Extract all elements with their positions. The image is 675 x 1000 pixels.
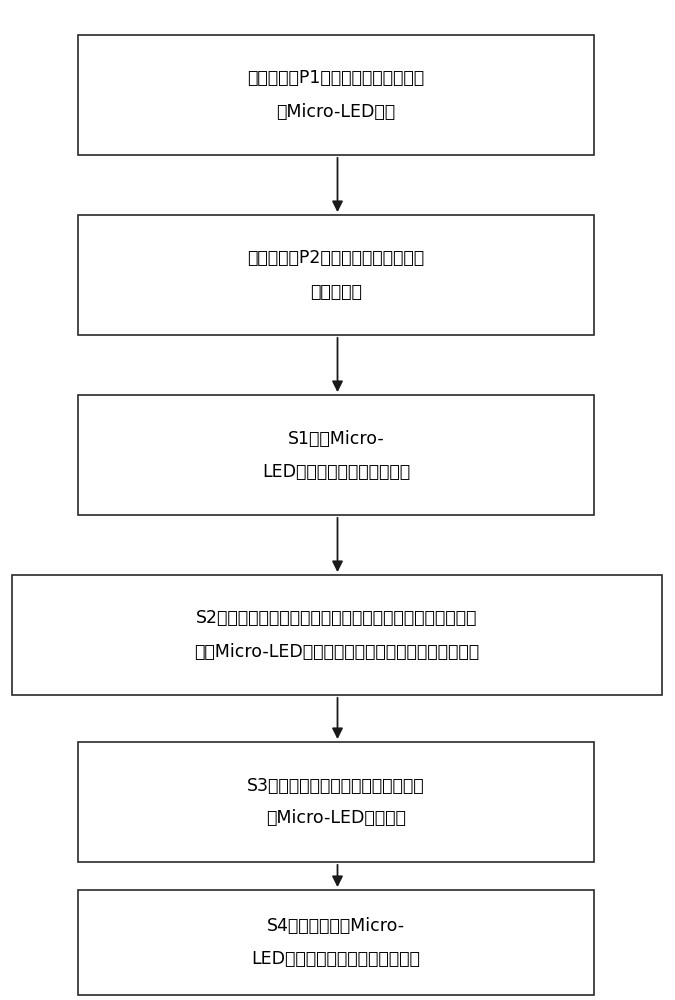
Text: 并使Micro-LED芯片阵列的电极与显示基板的电极对准: 并使Micro-LED芯片阵列的电极与显示基板的电极对准 <box>194 642 479 660</box>
Text: LED阵列芯片与转移基板粘结: LED阵列芯片与转移基板粘结 <box>262 463 410 481</box>
Bar <box>78 395 594 515</box>
Text: S3：使用激光图案化释放转移基板上: S3：使用激光图案化释放转移基板上 <box>247 776 425 794</box>
Text: LED芯片阵列与显示基板进行焊接: LED芯片阵列与显示基板进行焊接 <box>251 950 421 968</box>
Text: 的Micro-LED阵列: 的Micro-LED阵列 <box>276 103 396 120</box>
Bar <box>78 742 594 862</box>
Bar <box>12 575 662 695</box>
Bar <box>78 215 594 335</box>
Text: 的显示基板: 的显示基板 <box>310 282 362 300</box>
Bar <box>78 35 594 155</box>
Text: 转移前准备P1：制备具有电极和磁极: 转移前准备P1：制备具有电极和磁极 <box>247 70 425 88</box>
Text: S4：在高温下将Micro-: S4：在高温下将Micro- <box>267 917 405 935</box>
Text: 转移前准备P2：制备具有电极和磁极: 转移前准备P2：制备具有电极和磁极 <box>247 249 425 267</box>
Bar <box>78 890 594 995</box>
Text: S1：将Micro-: S1：将Micro- <box>288 430 384 448</box>
Text: 的Micro-LED芯片阵列: 的Micro-LED芯片阵列 <box>266 810 406 827</box>
Text: S2：转移基板置于显示基板上方，显示基板置于磁场上方，: S2：转移基板置于显示基板上方，显示基板置于磁场上方， <box>196 609 477 628</box>
